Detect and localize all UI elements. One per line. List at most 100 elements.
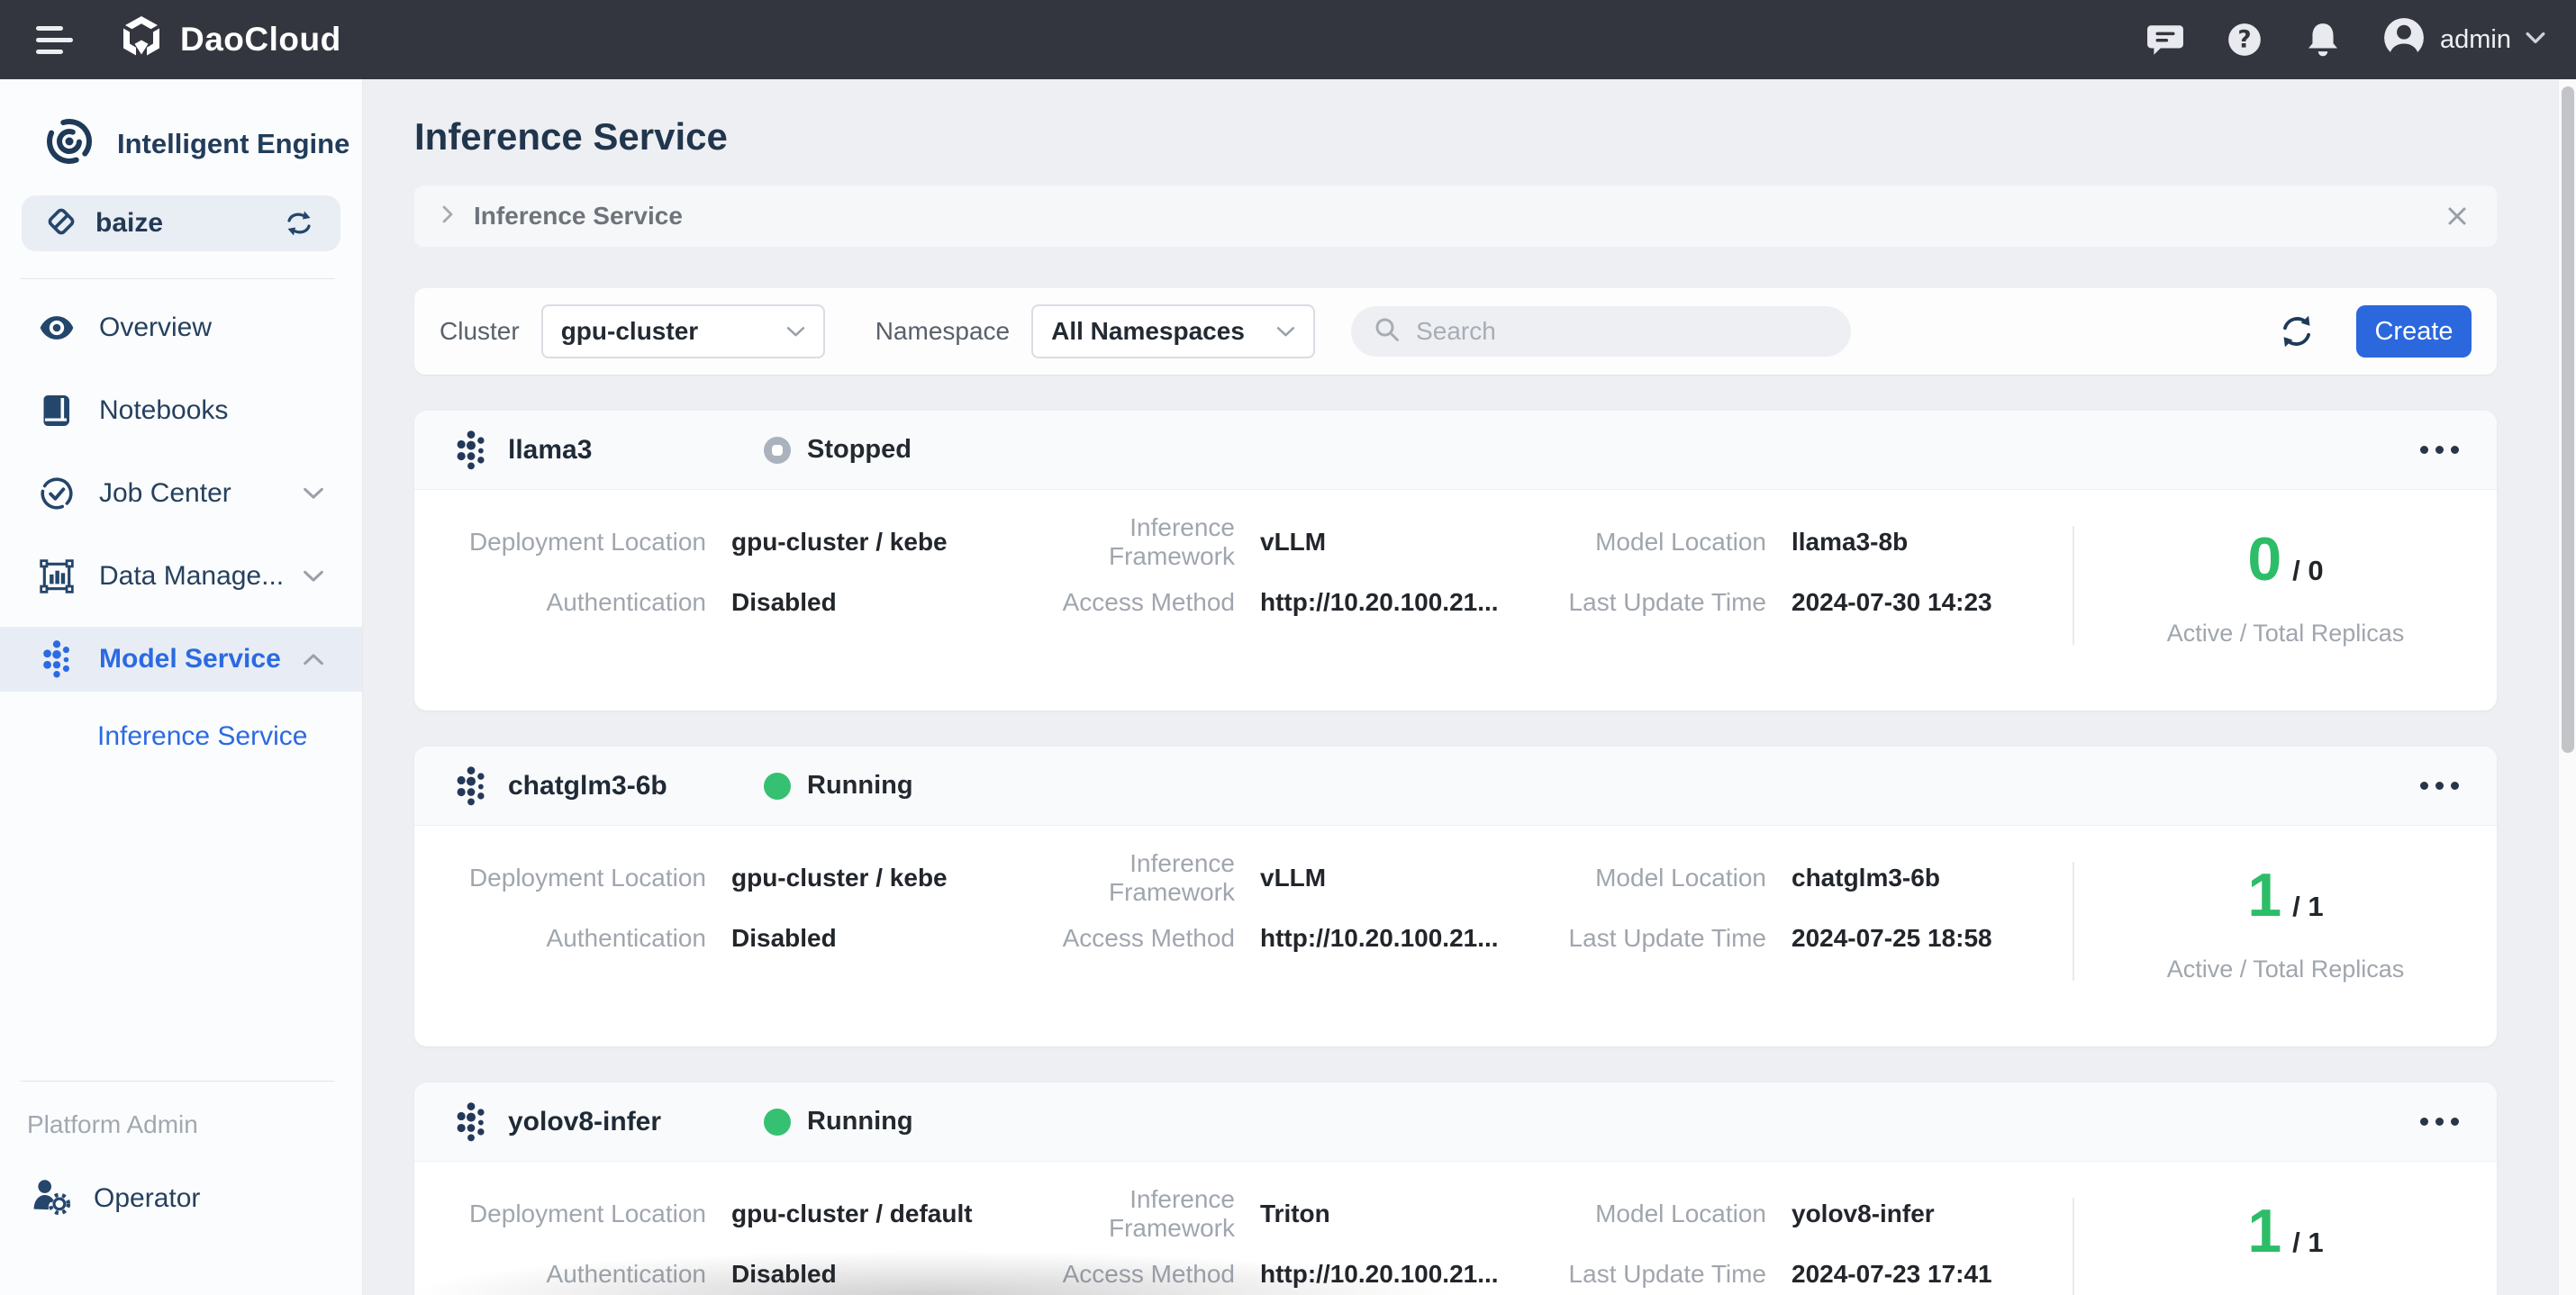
access-method-value: http://10.20.100.21... — [1260, 588, 1499, 617]
sidebar-item-inference-service[interactable]: Inference Service — [0, 710, 362, 764]
section-label: Platform Admin — [27, 1110, 362, 1139]
field-label: Model Location — [1532, 1200, 1766, 1228]
cluster-select[interactable]: gpu-cluster — [541, 304, 825, 358]
model-location-value: llama3-8b — [1791, 528, 1908, 557]
deployment-location-value: gpu-cluster / default — [731, 1200, 973, 1228]
replicas-caption: Active / Total Replicas — [2167, 955, 2405, 983]
brand[interactable]: DaoCloud — [117, 14, 341, 67]
workspace-selector[interactable]: baize — [22, 195, 340, 251]
last-update-time-value: 2024-07-25 18:58 — [1791, 924, 1992, 953]
total-replicas: / 1 — [2292, 1227, 2323, 1259]
book-icon — [38, 394, 76, 428]
field-label: Authentication — [454, 924, 706, 953]
more-actions-button[interactable] — [2409, 771, 2470, 801]
chevron-down-icon — [303, 570, 324, 583]
last-update-time-value: 2024-07-23 17:41 — [1791, 1260, 1992, 1289]
sidebar-item-model-service[interactable]: Model Service — [0, 627, 362, 692]
search-input[interactable] — [1416, 317, 1803, 346]
model-location-value: yolov8-infer — [1791, 1200, 1935, 1228]
page-title: Inference Service — [414, 112, 2558, 162]
replicas-summary: 1 / 1 Active / Total Replicas — [2074, 860, 2497, 983]
status-icon — [764, 437, 791, 464]
more-actions-button[interactable] — [2409, 1107, 2470, 1137]
field-label: Last Update Time — [1532, 924, 1766, 953]
job-center-icon — [38, 475, 76, 512]
app-window: DaoCloud ? admin — [0, 0, 2576, 1295]
sidebar-item-label: Overview — [99, 312, 212, 343]
refresh-icon[interactable] — [2277, 312, 2317, 351]
switch-workspace-icon[interactable] — [283, 209, 315, 238]
sidebar-item-label: Job Center — [99, 478, 231, 509]
namespace-select[interactable]: All Namespaces — [1031, 304, 1315, 358]
filter-bar: Cluster gpu-cluster Namespace All Namesp… — [414, 288, 2497, 375]
topbar-actions: ? admin — [2146, 16, 2545, 64]
menu-icon[interactable] — [36, 26, 76, 54]
product-header: Intelligent Engine — [45, 117, 362, 170]
model-location-value: chatglm3-6b — [1791, 864, 1940, 892]
service-status: Running — [764, 771, 913, 801]
total-replicas: / 0 — [2292, 555, 2323, 587]
more-actions-button[interactable] — [2409, 435, 2470, 465]
authentication-value: Disabled — [731, 1260, 837, 1289]
model-service-icon — [454, 764, 488, 809]
active-replicas: 1 — [2247, 1201, 2281, 1261]
model-service-icon — [454, 428, 488, 473]
status-icon — [764, 1109, 791, 1136]
brand-name: DaoCloud — [180, 21, 341, 59]
scrollbar-thumb[interactable] — [2562, 86, 2574, 753]
chevron-down-icon — [786, 326, 805, 338]
status-label: Stopped — [807, 435, 912, 465]
sidebar-divider — [20, 278, 335, 279]
service-status: Running — [764, 1107, 913, 1137]
sidebar-item-overview[interactable]: Overview — [0, 295, 362, 360]
replicas-summary: 0 / 0 Active / Total Replicas — [2074, 524, 2497, 648]
active-replicas: 1 — [2247, 865, 2281, 925]
sidebar-bottom: Platform Admin Operator — [0, 1081, 362, 1219]
authentication-value: Disabled — [731, 588, 837, 617]
sidebar-item-job-center[interactable]: Job Center — [0, 461, 362, 526]
service-fields: Deployment Locationgpu-cluster / default… — [414, 1196, 2073, 1295]
field-label: Access Method — [1005, 924, 1235, 953]
workspace-diamond-icon — [47, 207, 76, 240]
chevron-up-icon — [303, 653, 324, 666]
field-label: Deployment Location — [454, 528, 706, 557]
field-label: Inference Framework — [1005, 1185, 1235, 1243]
create-button[interactable]: Create — [2356, 305, 2472, 358]
intelligent-engine-icon — [45, 117, 94, 170]
authentication-value: Disabled — [731, 924, 837, 953]
service-name: llama3 — [508, 435, 764, 466]
field-label: Deployment Location — [454, 864, 706, 892]
help-icon[interactable]: ? — [2226, 21, 2263, 59]
field-label: Last Update Time — [1532, 1260, 1766, 1289]
sidebar-divider — [20, 1081, 335, 1082]
deployment-location-value: gpu-cluster / kebe — [731, 864, 948, 892]
sidebar-item-label: Data Manage... — [99, 561, 284, 592]
close-icon[interactable] — [2444, 204, 2470, 229]
field-label: Access Method — [1005, 1260, 1235, 1289]
replicas-summary: 1 / 1 Active / Total Replicas — [2074, 1196, 2497, 1295]
user-menu[interactable]: admin — [2382, 16, 2545, 64]
service-card-header: llama3 Stopped — [414, 411, 2497, 490]
operator-icon — [31, 1177, 72, 1219]
inference-framework-value: Triton — [1260, 1200, 1330, 1228]
service-card: llama3 Stopped Deployment Locationgpu-cl… — [414, 411, 2497, 711]
bell-icon[interactable] — [2305, 21, 2341, 59]
search-icon — [1373, 315, 1401, 349]
service-name: chatglm3-6b — [508, 771, 764, 801]
scrollbar-track[interactable] — [2558, 79, 2576, 1295]
chat-icon[interactable] — [2146, 23, 2184, 57]
sidebar-item-notebooks[interactable]: Notebooks — [0, 378, 362, 443]
sidebar-item-label: Operator — [94, 1183, 200, 1214]
sidebar-item-label: Notebooks — [99, 395, 228, 426]
status-icon — [764, 773, 791, 800]
filter-actions: Create — [2277, 305, 2472, 358]
sidebar-item-data-management[interactable]: Data Manage... — [0, 544, 362, 609]
main-content: Inference Service Inference Service Clus… — [364, 79, 2558, 1295]
service-status: Stopped — [764, 435, 912, 465]
field-label: Authentication — [454, 588, 706, 617]
breadcrumb-item: Inference Service — [474, 202, 683, 231]
service-card-header: chatglm3-6b Running — [414, 747, 2497, 826]
service-card-body: Deployment Location gpu-cluster / kebe Au… — [414, 826, 2497, 1046]
service-fields: Deployment Location gpu-cluster / kebe Au… — [414, 860, 2073, 983]
sidebar-item-operator[interactable]: Operator — [0, 1177, 362, 1219]
